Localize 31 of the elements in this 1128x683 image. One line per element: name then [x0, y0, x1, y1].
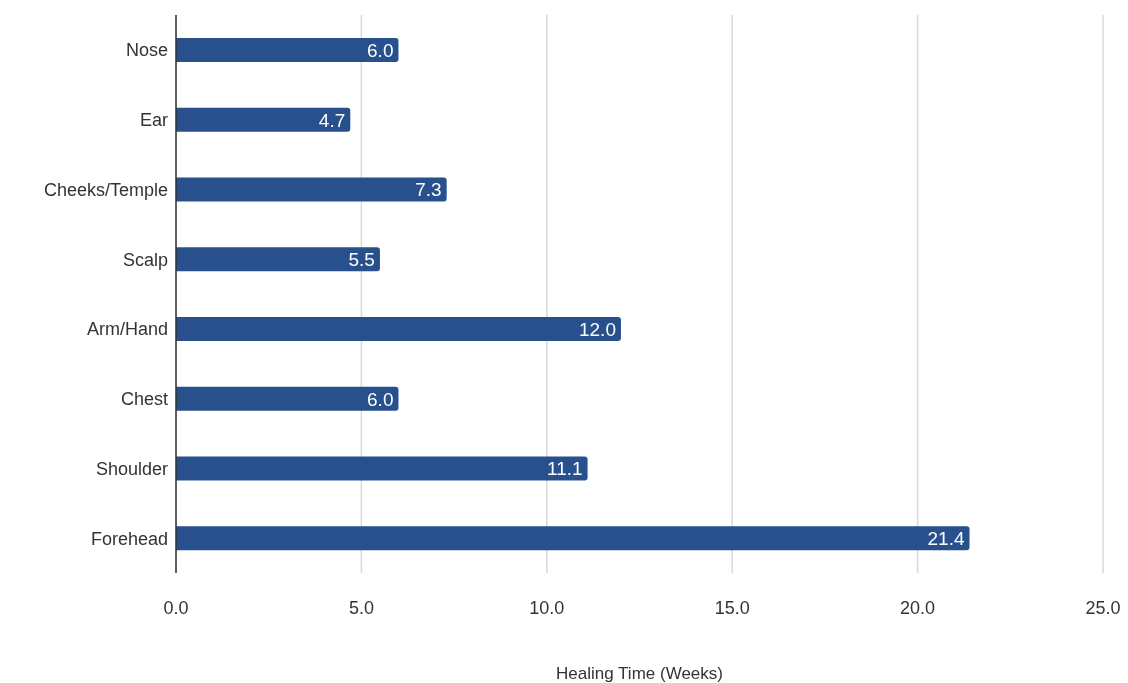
data-label: 21.4 — [927, 528, 965, 550]
bar — [176, 456, 588, 481]
data-label: 7.3 — [415, 179, 442, 201]
x-tick-label: 15.0 — [714, 597, 750, 618]
bar — [176, 386, 399, 411]
y-tick-label: Scalp — [122, 249, 168, 270]
data-label: 6.0 — [367, 388, 394, 410]
bar — [176, 526, 970, 551]
data-label: 5.5 — [348, 249, 375, 271]
y-tick-label: Nose — [125, 40, 168, 61]
data-label: 11.1 — [547, 458, 583, 480]
bar — [176, 247, 380, 272]
y-tick-label: Forehead — [90, 528, 168, 549]
y-tick-label: Cheeks/Temple — [43, 179, 168, 200]
y-tick-label: Ear — [139, 110, 168, 131]
bar — [176, 38, 399, 63]
bar — [176, 317, 621, 342]
bar — [176, 107, 351, 132]
x-tick-label: 20.0 — [900, 597, 936, 618]
x-tick-label: 10.0 — [529, 597, 565, 618]
data-label: 6.0 — [367, 39, 394, 61]
data-label: 4.7 — [318, 109, 346, 131]
x-tick-label: 5.0 — [348, 597, 374, 618]
data-label: 12.0 — [578, 318, 616, 340]
x-axis-title: Healing Time (Weeks) — [556, 664, 723, 683]
y-tick-label: Arm/Hand — [86, 319, 168, 340]
y-tick-label: Chest — [120, 389, 168, 410]
y-tick-label: Shoulder — [95, 458, 168, 479]
bar — [176, 177, 447, 202]
x-tick-label: 0.0 — [163, 597, 189, 618]
x-tick-label: 25.0 — [1085, 597, 1121, 618]
